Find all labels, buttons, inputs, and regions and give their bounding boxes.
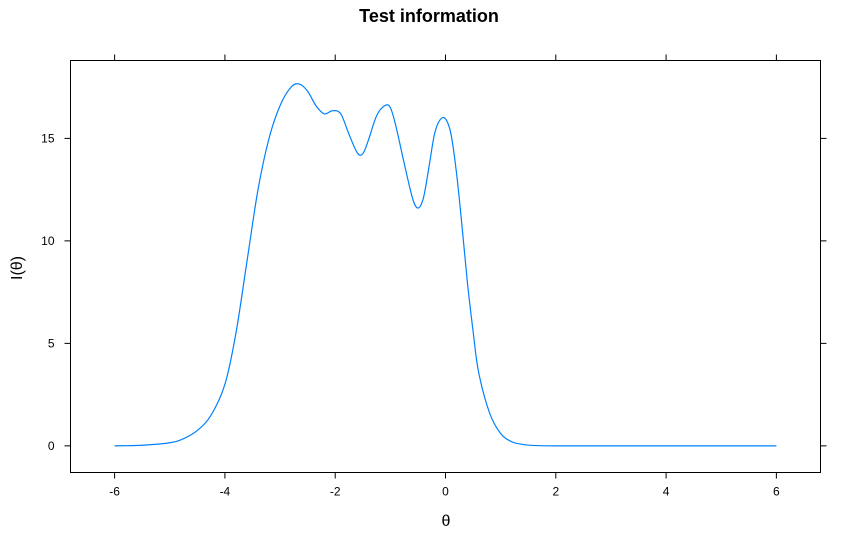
y-tick-label: 5	[48, 336, 55, 350]
y-tick-label: 15	[41, 131, 55, 145]
x-axis-label: θ	[442, 513, 451, 530]
x-tick-label: 6	[773, 485, 780, 499]
chart-title: Test information	[359, 6, 499, 26]
x-tick-label: -2	[330, 485, 341, 499]
x-tick-label: 0	[442, 485, 449, 499]
x-tick-label: 4	[663, 485, 670, 499]
y-tick-label: 0	[48, 439, 55, 453]
information-curve	[114, 83, 777, 447]
x-tick-label: -4	[220, 485, 231, 499]
x-axis: -6 -4 -2 0 2 4 6	[109, 54, 780, 499]
y-axis: 0 5 10 15	[41, 131, 827, 453]
plot-frame	[70, 60, 821, 473]
x-tick-label: -6	[109, 485, 120, 499]
y-tick-label: 10	[41, 234, 55, 248]
x-tick-label: 2	[552, 485, 559, 499]
y-axis-label: I(θ)	[9, 256, 26, 280]
